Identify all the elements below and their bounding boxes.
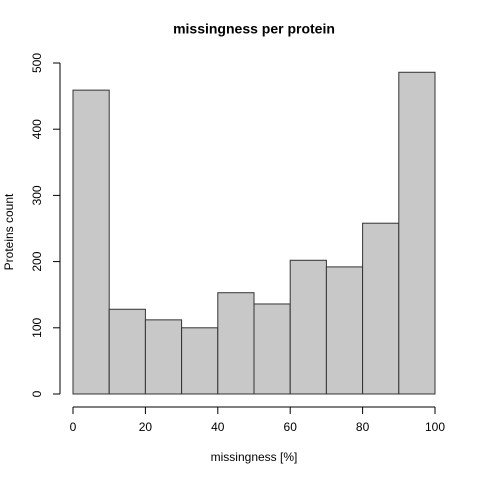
bar <box>253 303 291 395</box>
bar <box>325 266 364 395</box>
y-tick-label: 500 <box>30 53 44 73</box>
x-axis-label: missingness [%] <box>211 450 298 464</box>
x-tick-label: 60 <box>284 420 298 434</box>
x-tick-label: 80 <box>356 420 370 434</box>
bar <box>362 222 400 395</box>
bar <box>289 259 327 395</box>
y-tick-label: 200 <box>30 251 44 271</box>
bar <box>144 319 183 395</box>
chart-title: missingness per protein <box>173 21 335 37</box>
y-tick-label: 100 <box>30 317 44 337</box>
x-tick-label: 100 <box>425 420 445 434</box>
y-tick-label: 300 <box>30 185 44 205</box>
bar <box>108 308 146 395</box>
x-tick-label: 40 <box>211 420 225 434</box>
bar <box>72 89 110 395</box>
x-tick-label: 20 <box>139 420 153 434</box>
y-axis-label: Proteins count <box>2 193 16 270</box>
bar <box>217 292 255 395</box>
x-tick-label: 0 <box>70 420 77 434</box>
bar <box>181 327 219 395</box>
bar <box>398 71 436 395</box>
y-tick-label: 0 <box>30 390 44 397</box>
y-tick-label: 400 <box>30 119 44 139</box>
